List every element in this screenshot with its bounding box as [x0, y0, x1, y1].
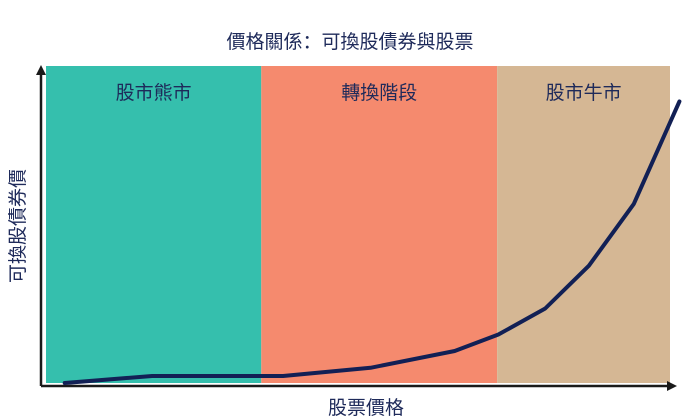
zone-3 — [497, 66, 670, 383]
zone-2 — [261, 66, 498, 383]
zone-labels: 股市熊市 轉換階段 股市牛市 — [116, 82, 622, 104]
series-line-1 — [62, 99, 682, 385]
chart-title: 價格關係：可換股債券與股票 — [226, 31, 473, 53]
zones — [46, 66, 670, 383]
zone-1 — [46, 66, 262, 383]
x-axis-label: 股票價格 — [328, 397, 404, 419]
zone-label-2: 轉換階段 — [341, 82, 417, 104]
zone-label-3: 股市牛市 — [546, 82, 622, 104]
zone-label-1: 股市熊市 — [116, 82, 192, 104]
series-layer — [62, 99, 682, 385]
y-axis-label: 可換股債券價 — [7, 169, 29, 283]
